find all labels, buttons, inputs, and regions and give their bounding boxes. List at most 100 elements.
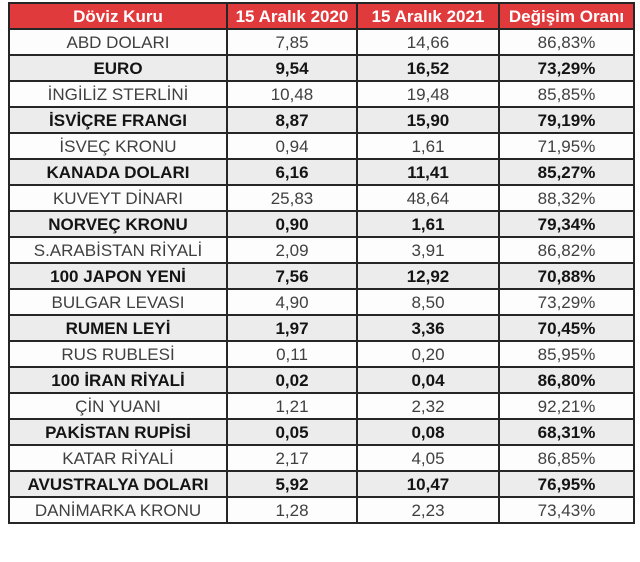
currency-name-cell: RUS RUBLESİ	[8, 340, 228, 368]
table-body: ABD DOLARI 7,85 14,66 86,83% EURO 9,54 16,52 73…	[8, 28, 635, 524]
value-cell: 79,19%	[498, 106, 635, 134]
table-row: ÇİN YUANI 1,21 2,32 92,21%	[8, 392, 635, 420]
value-cell: 88,32%	[498, 184, 635, 212]
value-cell: 1,97	[226, 314, 358, 342]
value-cell: 10,47	[356, 470, 500, 498]
currency-name-cell: 100 JAPON YENİ	[8, 262, 228, 290]
value-cell: 73,43%	[498, 496, 635, 524]
currency-name-cell: KATAR RİYALİ	[8, 444, 228, 472]
header-row: Döviz Kuru 15 Aralık 2020 15 Aralık 2021…	[8, 2, 635, 30]
value-cell: 5,92	[226, 470, 358, 498]
table-row: AVUSTRALYA DOLARI 5,92 10,47 76,95%	[8, 470, 635, 498]
value-cell: 10,48	[226, 80, 358, 108]
value-cell: 85,27%	[498, 158, 635, 186]
column-header-date-2020: 15 Aralık 2020	[226, 2, 358, 30]
value-cell: 16,52	[356, 54, 500, 82]
currency-name-cell: BULGAR LEVASI	[8, 288, 228, 316]
value-cell: 4,90	[226, 288, 358, 316]
table-row: NORVEÇ KRONU 0,90 1,61 79,34%	[8, 210, 635, 238]
value-cell: 7,85	[226, 28, 358, 56]
table-row: İSVEÇ KRONU 0,94 1,61 71,95%	[8, 132, 635, 160]
value-cell: 25,83	[226, 184, 358, 212]
table-row: İNGİLİZ STERLİNİ 10,48 19,48 85,85%	[8, 80, 635, 108]
value-cell: 14,66	[356, 28, 500, 56]
value-cell: 0,11	[226, 340, 358, 368]
value-cell: 0,04	[356, 366, 500, 394]
value-cell: 0,94	[226, 132, 358, 160]
value-cell: 3,36	[356, 314, 500, 342]
currency-name-cell: AVUSTRALYA DOLARI	[8, 470, 228, 498]
value-cell: 85,95%	[498, 340, 635, 368]
column-header-currency: Döviz Kuru	[8, 2, 228, 30]
currency-name-cell: DANİMARKA KRONU	[8, 496, 228, 524]
currency-name-cell: ABD DOLARI	[8, 28, 228, 56]
table-row: DANİMARKA KRONU 1,28 2,23 73,43%	[8, 496, 635, 524]
currency-name-cell: RUMEN LEYİ	[8, 314, 228, 342]
value-cell: 1,21	[226, 392, 358, 420]
value-cell: 9,54	[226, 54, 358, 82]
value-cell: 19,48	[356, 80, 500, 108]
table-row: RUS RUBLESİ 0,11 0,20 85,95%	[8, 340, 635, 368]
value-cell: 76,95%	[498, 470, 635, 498]
currency-exchange-table: Döviz Kuru 15 Aralık 2020 15 Aralık 2021…	[8, 2, 635, 524]
value-cell: 79,34%	[498, 210, 635, 238]
table-row: KUVEYT DİNARI 25,83 48,64 88,32%	[8, 184, 635, 212]
value-cell: 0,02	[226, 366, 358, 394]
value-cell: 4,05	[356, 444, 500, 472]
currency-name-cell: KANADA DOLARI	[8, 158, 228, 186]
currency-name-cell: İSVEÇ KRONU	[8, 132, 228, 160]
value-cell: 86,83%	[498, 28, 635, 56]
currency-name-cell: ÇİN YUANI	[8, 392, 228, 420]
value-cell: 70,45%	[498, 314, 635, 342]
value-cell: 12,92	[356, 262, 500, 290]
value-cell: 92,21%	[498, 392, 635, 420]
value-cell: 6,16	[226, 158, 358, 186]
value-cell: 86,82%	[498, 236, 635, 264]
value-cell: 8,50	[356, 288, 500, 316]
value-cell: 1,28	[226, 496, 358, 524]
table-row: RUMEN LEYİ 1,97 3,36 70,45%	[8, 314, 635, 342]
column-header-change-rate: Değişim Oranı	[498, 2, 635, 30]
table-row: 100 JAPON YENİ 7,56 12,92 70,88%	[8, 262, 635, 290]
value-cell: 3,91	[356, 236, 500, 264]
table-row: S.ARABİSTAN RİYALİ 2,09 3,91 86,82%	[8, 236, 635, 264]
value-cell: 68,31%	[498, 418, 635, 446]
value-cell: 7,56	[226, 262, 358, 290]
column-header-date-2021: 15 Aralık 2021	[356, 2, 500, 30]
exchange-rate-table-container: Döviz Kuru 15 Aralık 2020 15 Aralık 2021…	[8, 2, 635, 524]
value-cell: 1,61	[356, 132, 500, 160]
currency-name-cell: İNGİLİZ STERLİNİ	[8, 80, 228, 108]
currency-name-cell: 100 İRAN RİYALİ	[8, 366, 228, 394]
value-cell: 8,87	[226, 106, 358, 134]
value-cell: 48,64	[356, 184, 500, 212]
currency-name-cell: İSVİÇRE FRANGI	[8, 106, 228, 134]
value-cell: 73,29%	[498, 54, 635, 82]
value-cell: 15,90	[356, 106, 500, 134]
value-cell: 71,95%	[498, 132, 635, 160]
table-row: KANADA DOLARI 6,16 11,41 85,27%	[8, 158, 635, 186]
value-cell: 2,17	[226, 444, 358, 472]
value-cell: 86,85%	[498, 444, 635, 472]
value-cell: 86,80%	[498, 366, 635, 394]
table-header: Döviz Kuru 15 Aralık 2020 15 Aralık 2021…	[8, 2, 635, 30]
table-row: İSVİÇRE FRANGI 8,87 15,90 79,19%	[8, 106, 635, 134]
value-cell: 2,23	[356, 496, 500, 524]
value-cell: 85,85%	[498, 80, 635, 108]
currency-name-cell: S.ARABİSTAN RİYALİ	[8, 236, 228, 264]
currency-name-cell: EURO	[8, 54, 228, 82]
value-cell: 0,08	[356, 418, 500, 446]
currency-name-cell: KUVEYT DİNARI	[8, 184, 228, 212]
table-row: BULGAR LEVASI 4,90 8,50 73,29%	[8, 288, 635, 316]
value-cell: 70,88%	[498, 262, 635, 290]
value-cell: 0,20	[356, 340, 500, 368]
value-cell: 0,90	[226, 210, 358, 238]
value-cell: 2,09	[226, 236, 358, 264]
table-row: KATAR RİYALİ 2,17 4,05 86,85%	[8, 444, 635, 472]
value-cell: 73,29%	[498, 288, 635, 316]
currency-name-cell: NORVEÇ KRONU	[8, 210, 228, 238]
value-cell: 2,32	[356, 392, 500, 420]
table-row: ABD DOLARI 7,85 14,66 86,83%	[8, 28, 635, 56]
table-row: EURO 9,54 16,52 73,29%	[8, 54, 635, 82]
value-cell: 1,61	[356, 210, 500, 238]
value-cell: 0,05	[226, 418, 358, 446]
